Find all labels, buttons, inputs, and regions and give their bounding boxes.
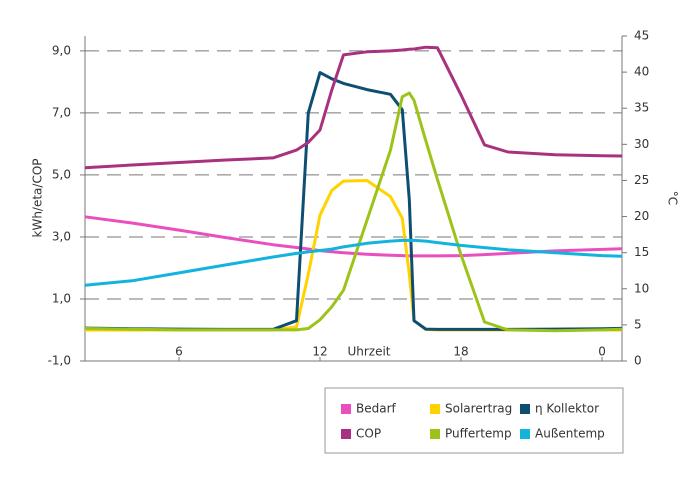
legend-label: Außentemp [535,427,605,441]
legend-label: COP [356,427,381,441]
y-axis-label: kWh/eta/COP [31,158,45,237]
legend-swatch [341,404,351,414]
y2-tick-label: 0 [634,354,642,368]
series-line [84,215,623,258]
axis-frame [84,36,623,362]
y2-tick-label: 35 [634,101,649,115]
y2-tick-label: 45 [634,29,649,43]
series-line [85,179,622,332]
legend-label: Puffertemp [445,427,512,441]
legend-swatch [341,429,351,439]
series-line [84,238,623,287]
y-tick-label: 1,0 [52,291,71,305]
x-axis-label: Uhrzeit [347,345,390,359]
legend-swatch [430,404,440,414]
legend-label: Bedarf [356,402,397,416]
x-tick-label: 18 [453,345,468,359]
y-tick-label: -1,0 [48,354,71,368]
series-line [84,71,623,331]
y-tick-label: 9,0 [52,43,71,57]
y2-axis-label: °C [666,191,680,205]
legend-swatch [430,429,440,439]
y2-tick-label: 40 [634,65,649,79]
x-tick-label: 0 [598,345,606,359]
legend-swatch [520,404,530,414]
legend-label: η Kollektor [535,402,599,416]
series-line [84,45,623,170]
y2-tick-label: 15 [634,245,649,259]
y-tick-label: 3,0 [52,229,71,243]
y2-tick-label: 10 [634,281,649,295]
y2-tick-label: 20 [634,209,649,223]
series-line [84,91,623,333]
legend-box [324,387,624,454]
legend-swatch [520,429,530,439]
y-tick-label: 5,0 [52,167,71,181]
y2-tick-label: 5 [634,317,642,331]
y2-tick-label: 30 [634,137,649,151]
y-tick-label: 7,0 [52,105,71,119]
y2-tick-label: 25 [634,173,649,187]
legend-label: Solarertrag [445,402,512,416]
x-tick-label: 6 [175,345,183,359]
x-tick-label: 12 [312,345,327,359]
